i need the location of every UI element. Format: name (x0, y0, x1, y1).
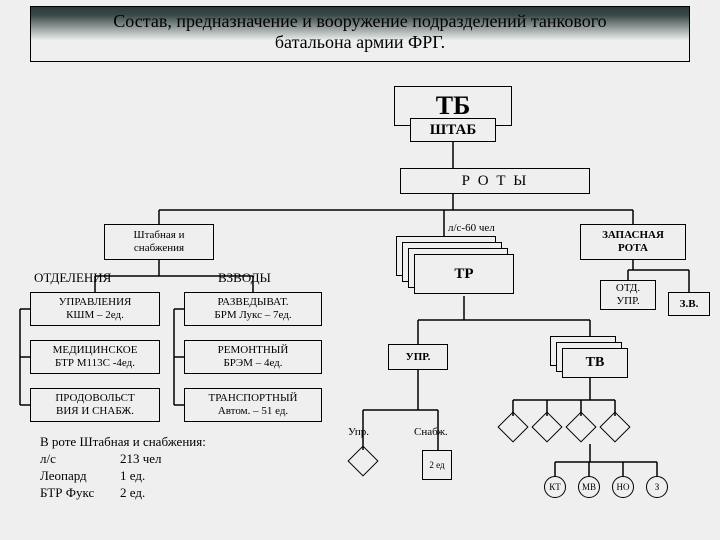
otd-header: ОТДЕЛЕНИЯ (34, 270, 111, 286)
circ-z: З (646, 476, 668, 498)
upr-label: УПР. (406, 351, 431, 364)
foot-r3a: БТР Фукс (40, 485, 120, 502)
two-box: 2 ед (422, 450, 452, 480)
footnote: В роте Штабная и снабжения: л/с213 чел Л… (40, 434, 206, 502)
diamond-1 (347, 445, 378, 476)
mid-r3a: ТРАНСПОРТНЫЙ (209, 392, 298, 405)
snab-text: Снабж. (414, 426, 448, 439)
left-r1b: КШМ – 2ед. (66, 309, 124, 322)
zv-box: З.В. (668, 292, 710, 316)
foot-r1a: л/с (40, 451, 120, 468)
shtab-snab-l2: снабжения (134, 242, 184, 255)
upr-text: Упр. (348, 426, 369, 439)
mid-r2b: БРЭМ – 4ед. (223, 357, 282, 370)
circ-no: НО (612, 476, 634, 498)
diamond-3 (531, 411, 562, 442)
circ-kt-l: КТ (549, 482, 561, 492)
zapas-box: ЗАПАСНАЯ РОТА (580, 224, 686, 260)
circ-mv: МВ (578, 476, 600, 498)
tr-stack: ТР (396, 236, 516, 296)
shtab-snab-box: Штабная и снабжения (104, 224, 214, 260)
left-r3a: ПРОДОВОЛЬСТ (55, 392, 134, 405)
shtab-snab-l1: Штабная и (134, 229, 185, 242)
foot-r2a: Леопард (40, 468, 120, 485)
upr-box: УПР. (388, 344, 448, 370)
mid-r2a: РЕМОНТНЫЙ (218, 344, 289, 357)
tr-label: ТР (454, 266, 473, 283)
circ-mv-l: МВ (582, 482, 596, 492)
two-label: 2 ед (429, 461, 444, 470)
tv-stack: ТВ (550, 336, 636, 386)
otd-upr-box: ОТД. УПР. (600, 280, 656, 310)
mid-r2: РЕМОНТНЫЙ БРЭМ – 4ед. (184, 340, 322, 374)
left-r1a: УПРАВЛЕНИЯ (59, 296, 132, 309)
title-line2: батальона армии ФРГ. (31, 32, 689, 53)
tb-label: ТБ (436, 91, 471, 121)
mid-r3b: Автом. – 51 ед. (218, 405, 288, 418)
left-r2: МЕДИЦИНСКОЕ БТР М113С -4ед. (30, 340, 160, 374)
diamond-4 (565, 411, 596, 442)
diamond-5 (599, 411, 630, 442)
foot-r2b: 1 ед. (120, 468, 145, 483)
mid-r1: РАЗВЕДЫВАТ. БРМ Лукс – 7ед. (184, 292, 322, 326)
left-r2b: БТР М113С -4ед. (55, 357, 135, 370)
zv-label: З.В. (680, 298, 699, 311)
circ-no-l: НО (617, 482, 630, 492)
foot-h: В роте Штабная и снабжения: (40, 434, 206, 451)
mid-r1b: БРМ Лукс – 7ед. (214, 309, 291, 322)
otd-upr-a: ОТД. (616, 282, 640, 295)
shtab-box: ШТАБ (410, 118, 496, 142)
shtab-label: ШТАБ (430, 122, 476, 139)
zapas-l1: ЗАПАСНАЯ (602, 229, 664, 242)
otd-upr-b: УПР. (616, 295, 639, 308)
circ-z-l: З (655, 482, 660, 492)
vzv-header: ВЗВОДЫ (218, 270, 271, 286)
tv-label: ТВ (586, 355, 605, 371)
roty-label: Р О Т Ы (462, 173, 529, 190)
foot-r1b: 213 чел (120, 451, 162, 466)
zapas-l2: РОТА (618, 242, 648, 255)
circ-kt: КТ (544, 476, 566, 498)
left-r3: ПРОДОВОЛЬСТ ВИЯ И СНАБЖ. (30, 388, 160, 422)
mid-r1a: РАЗВЕДЫВАТ. (217, 296, 288, 309)
title-block: Состав, предназначение и вооружение подр… (30, 6, 690, 62)
roty-box: Р О Т Ы (400, 168, 590, 194)
left-r2a: МЕДИЦИНСКОЕ (53, 344, 138, 357)
foot-r3b: 2 ед. (120, 485, 145, 500)
mid-r3: ТРАНСПОРТНЫЙ Автом. – 51 ед. (184, 388, 322, 422)
left-r3b: ВИЯ И СНАБЖ. (56, 405, 134, 418)
title-line1: Состав, предназначение и вооружение подр… (31, 7, 689, 32)
ls60-note: л/с-60 чел (448, 222, 495, 235)
diamond-2 (497, 411, 528, 442)
left-r1: УПРАВЛЕНИЯ КШМ – 2ед. (30, 292, 160, 326)
